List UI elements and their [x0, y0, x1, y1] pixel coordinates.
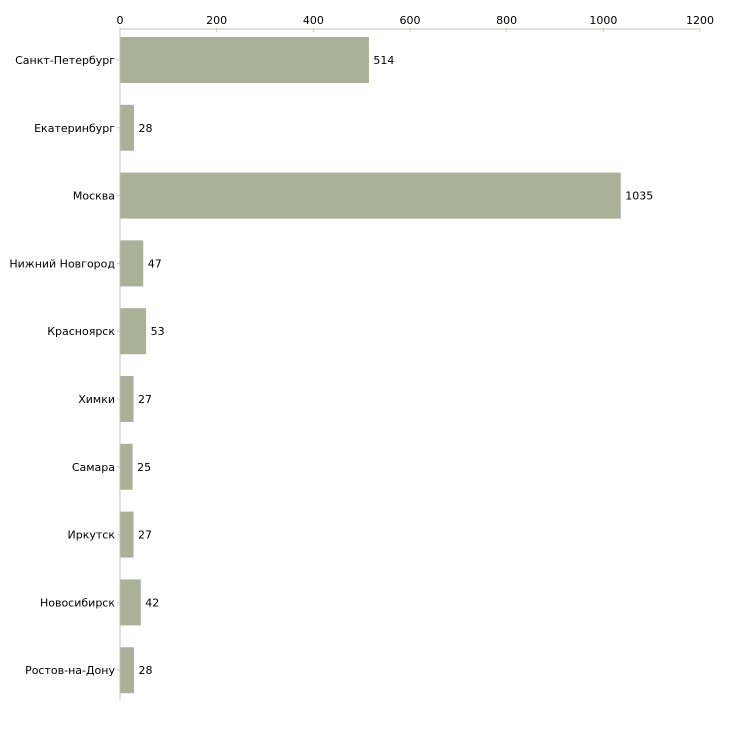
value-label: 514 — [373, 54, 394, 67]
x-tick-label: 600 — [400, 14, 421, 27]
bar — [120, 511, 134, 558]
bar — [120, 172, 621, 219]
category-label: Новосибирск — [40, 596, 115, 609]
value-label: 53 — [151, 325, 165, 338]
value-label: 42 — [145, 596, 159, 609]
value-label: 27 — [138, 393, 152, 406]
bar — [120, 647, 135, 694]
bar — [120, 376, 134, 422]
value-label: 25 — [137, 461, 151, 474]
x-tick-label: 1000 — [589, 14, 617, 27]
x-tick-label: 800 — [496, 14, 517, 27]
category-label: Нижний Новгород — [9, 257, 115, 270]
value-label: 47 — [148, 257, 162, 270]
category-label: Химки — [78, 393, 115, 406]
bar — [120, 443, 133, 490]
category-label: Екатеринбург — [34, 122, 115, 135]
x-tick-label: 200 — [206, 14, 227, 27]
value-label: 1035 — [625, 190, 653, 203]
value-label: 27 — [138, 529, 152, 542]
x-tick-label: 0 — [117, 14, 124, 27]
x-tick-label: 400 — [303, 14, 324, 27]
category-label: Иркутск — [68, 529, 116, 542]
value-label: 28 — [139, 664, 153, 677]
bar — [120, 579, 141, 626]
bar — [120, 37, 369, 83]
category-label: Ростов-на-Дону — [25, 664, 115, 677]
category-label: Самара — [72, 461, 115, 474]
x-tick-label: 1200 — [686, 14, 714, 27]
category-label: Красноярск — [47, 325, 115, 338]
category-label: Санкт-Петербург — [15, 54, 115, 67]
bar — [120, 308, 147, 355]
value-label: 28 — [139, 122, 153, 135]
category-label: Москва — [73, 190, 115, 203]
bar — [120, 104, 135, 151]
bar — [120, 240, 144, 287]
